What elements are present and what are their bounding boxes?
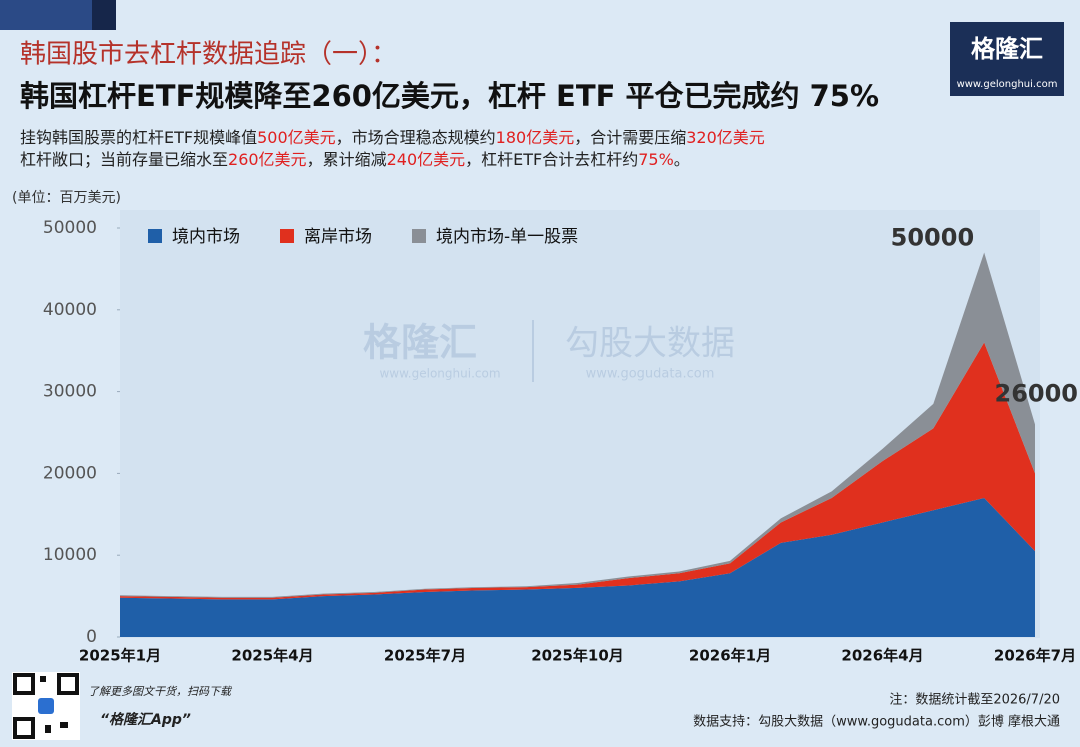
- summary-segment: 挂钩韩国股票的杠杆ETF规模峰值: [20, 128, 257, 147]
- legend-swatch: [412, 229, 426, 243]
- qr-logo: [38, 698, 54, 714]
- summary-segment: 320亿美元: [686, 128, 765, 147]
- x-tick-label: 2026年1月: [689, 647, 771, 665]
- qr-dot: [45, 725, 51, 733]
- x-tick-label: 2026年4月: [841, 647, 923, 665]
- source: 数据支持：勾股大数据（www.gogudata.com）彭博 摩根大通: [693, 714, 1060, 730]
- summary-line: 杠杆敞口；当前存量已缩水至260亿美元，累计缩减240亿美元，杠杆ETF合计去杠…: [20, 150, 690, 169]
- note: 注：数据统计截至2026/7/20: [889, 693, 1060, 708]
- y-tick-label: 50000: [43, 218, 97, 238]
- app-name: “格隆汇App”: [100, 711, 191, 728]
- legend-label: 境内市场: [172, 227, 240, 247]
- annotation: 26000: [995, 379, 1079, 407]
- summary-segment: 75%: [638, 150, 674, 169]
- summary-segment: ，市场合理稳态规模约: [336, 128, 496, 147]
- logo-url: www.gelonghui.com: [957, 79, 1058, 90]
- legend-swatch: [280, 229, 294, 243]
- x-tick-label: 2025年4月: [231, 647, 313, 665]
- summary: 挂钩韩国股票的杠杆ETF规模峰值500亿美元，市场合理稳态规模约180亿美元，合…: [20, 128, 765, 169]
- y-tick-label: 40000: [43, 300, 97, 320]
- summary-segment: 。: [674, 150, 690, 169]
- summary-segment: ，杠杆ETF合计去杠杆约: [465, 150, 638, 169]
- y-tick-label: 0: [86, 627, 97, 647]
- qr-corner: [13, 717, 35, 739]
- area: [120, 497, 1035, 637]
- summary-segment: 500亿美元: [257, 128, 336, 147]
- legend-label: 境内市场-单一股票: [436, 227, 578, 247]
- qr-dot: [40, 676, 46, 682]
- logo-box: [950, 22, 1064, 96]
- legend-label: 离岸市场: [304, 227, 372, 247]
- summary-segment: 杠杆敞口；当前存量已缩水至: [20, 150, 228, 169]
- summary-segment: 180亿美元: [496, 128, 575, 147]
- title: 韩国股市去杠杆数据追踪（一）：: [20, 40, 397, 70]
- area: [120, 342, 1035, 600]
- watermark-url: www.gelonghui.com: [379, 367, 500, 381]
- x-tick-label: 2025年10月: [531, 647, 624, 665]
- qr-corner: [57, 673, 79, 695]
- summary-segment: ，累计缩减: [307, 150, 387, 169]
- x-tick-label: 2025年1月: [79, 647, 161, 665]
- promo: 了解更多图文干货，扫码下载: [88, 685, 233, 698]
- header-bar: [0, 0, 92, 30]
- summary-segment: 260亿美元: [228, 150, 307, 169]
- y-tick-label: 10000: [43, 545, 97, 565]
- unit: (单位：百万美元): [12, 190, 121, 206]
- summary-line: 挂钩韩国股票的杠杆ETF规模峰值500亿美元，市场合理稳态规模约180亿美元，合…: [20, 128, 765, 147]
- headline: 韩国杠杆ETF规模降至260亿美元，杠杆 ETF 平仓已完成约 75%: [20, 79, 879, 113]
- plot: 0 10000 20000 30000 40000 50000 2025年1月 2025年4月…: [43, 218, 1078, 665]
- watermark: 格隆汇 www.gelonghui.com 勾股大数据 www.gogudata…: [363, 320, 735, 382]
- watermark-data-url: www.gogudata.com: [586, 367, 715, 382]
- annotation: 50000: [891, 224, 975, 252]
- qr-corner: [13, 673, 35, 695]
- logo-name: 格隆汇: [971, 35, 1043, 63]
- qr-dot: [60, 722, 68, 728]
- header-bar: [92, 0, 116, 30]
- qr-code: [12, 672, 80, 740]
- y-tick-label: 30000: [43, 382, 97, 402]
- watermark-data-brand: 勾股大数据: [565, 324, 735, 364]
- x-tick-label: 2025年7月: [384, 647, 466, 665]
- summary-segment: ，合计需要压缩: [574, 128, 686, 147]
- watermark-brand: 格隆汇: [363, 321, 477, 365]
- x-tick-label: 2026年7月: [994, 647, 1076, 665]
- y-tick-label: 20000: [43, 463, 97, 483]
- summary-segment: 240亿美元: [387, 150, 466, 169]
- legend-swatch: [148, 229, 162, 243]
